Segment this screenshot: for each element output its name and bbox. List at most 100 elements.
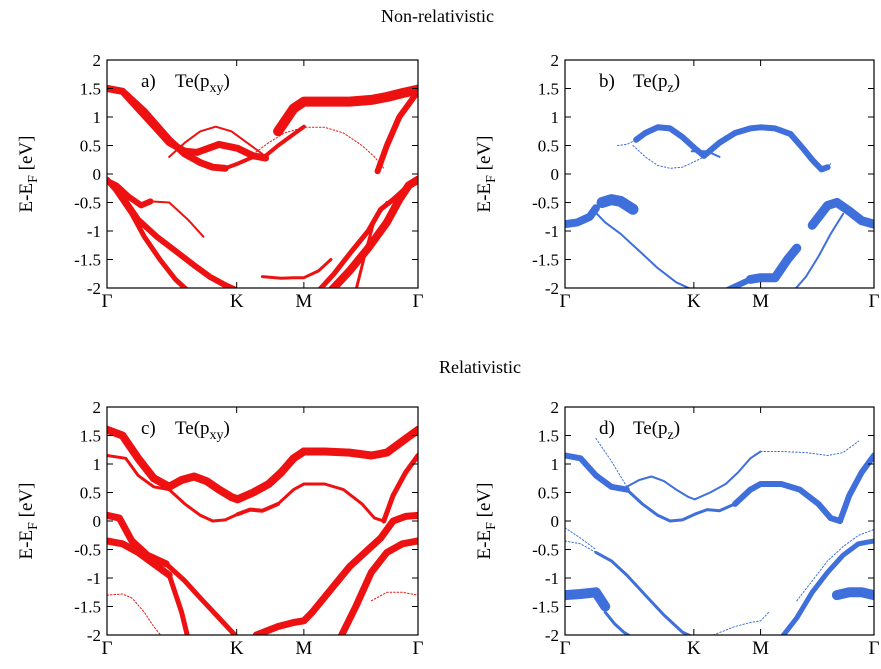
band-line-d-14 bbox=[712, 611, 770, 635]
y-tick-label: -2 bbox=[545, 626, 559, 645]
y-tick-label: -0.5 bbox=[74, 194, 101, 213]
x-tick-label: M bbox=[752, 638, 769, 659]
y-tick-label: -1.5 bbox=[74, 598, 101, 617]
band-line-b-1 bbox=[633, 124, 707, 159]
band-lines bbox=[107, 425, 418, 635]
band-line-d-2 bbox=[693, 450, 762, 501]
y-tick-label: -1.5 bbox=[74, 251, 101, 270]
band-line-a-4 bbox=[168, 125, 264, 158]
band-line-c-7 bbox=[276, 482, 386, 523]
band-line-c-10 bbox=[163, 561, 239, 635]
band-lines bbox=[565, 437, 874, 635]
y-tick-label: -2 bbox=[87, 626, 101, 645]
plot-frame bbox=[564, 59, 875, 289]
y-tick-label: -0.5 bbox=[532, 194, 559, 213]
band-line-d-16 bbox=[796, 529, 874, 602]
x-tick-label: Γ bbox=[413, 291, 424, 312]
band-line-c-13 bbox=[107, 593, 162, 635]
band-line-b-4 bbox=[632, 145, 711, 169]
band-line-a-2 bbox=[107, 85, 201, 156]
y-tick-label: -2 bbox=[87, 279, 101, 298]
y-tick-label: -1.5 bbox=[532, 251, 559, 270]
x-tick-label: M bbox=[752, 291, 769, 312]
y-tick-label: 2 bbox=[93, 398, 102, 417]
orbital-label: Te(pxy) bbox=[175, 71, 230, 96]
panel-d: 21.510.50-0.5-1-1.5-2Γ K M ΓE-EF [eV]d) Te(p… bbox=[474, 398, 880, 659]
band-line-b-7 bbox=[565, 204, 600, 229]
y-tick-label: -1 bbox=[545, 222, 559, 241]
band-line-b-13 bbox=[832, 198, 874, 229]
band-line-a-6 bbox=[273, 84, 418, 137]
section-title-relativistic: Relativistic bbox=[439, 357, 521, 377]
panel-c: 21.510.50-0.5-1-1.5-2Γ K M ΓE-EF [eV]c) Te(p… bbox=[16, 398, 424, 659]
x-tick-label: K bbox=[687, 638, 701, 659]
plot-frame bbox=[564, 406, 875, 636]
band-line-d-7 bbox=[732, 481, 843, 524]
band-line-a-7 bbox=[374, 88, 418, 175]
orbital-label: Te(pz) bbox=[633, 71, 680, 96]
y-tick-label: 0 bbox=[93, 512, 102, 531]
panel-label: a) bbox=[141, 71, 156, 92]
band-line-d-3 bbox=[760, 440, 859, 456]
y-axis-label: E-EF [eV] bbox=[474, 483, 499, 560]
y-tick-label: 0.5 bbox=[538, 484, 559, 503]
band-line-c-12 bbox=[166, 572, 190, 635]
x-tick-label: Γ bbox=[102, 291, 113, 312]
y-tick-label: 2 bbox=[551, 51, 560, 70]
x-tick-label: M bbox=[295, 291, 312, 312]
band-line-d-9 bbox=[565, 540, 597, 553]
orbital-label: Te(pxy) bbox=[175, 418, 230, 443]
band-line-c-16 bbox=[337, 537, 418, 635]
band-line-a-12 bbox=[261, 258, 333, 280]
band-line-c-8 bbox=[381, 453, 418, 524]
x-tick-label: M bbox=[295, 638, 312, 659]
y-tick-label: 0.5 bbox=[538, 137, 559, 156]
x-tick-label: Γ bbox=[102, 638, 113, 659]
y-tick-label: 1.5 bbox=[80, 427, 101, 446]
band-line-d-15 bbox=[780, 538, 874, 635]
panel-label: c) bbox=[141, 418, 156, 439]
band-line-a-3 bbox=[193, 140, 270, 162]
band-line-b-6 bbox=[827, 163, 832, 168]
x-tick-label: Γ bbox=[869, 638, 880, 659]
y-tick-label: -1 bbox=[545, 569, 559, 588]
x-tick-label: K bbox=[687, 291, 701, 312]
band-line-c-11 bbox=[107, 537, 173, 579]
y-tick-label: 1.5 bbox=[80, 80, 101, 99]
band-line-a-9 bbox=[149, 200, 205, 238]
y-tick-label: 1 bbox=[551, 108, 560, 127]
band-line-d-17 bbox=[831, 587, 874, 601]
band-lines bbox=[565, 124, 874, 288]
panel-label: d) bbox=[599, 418, 615, 439]
y-tick-label: 2 bbox=[93, 51, 102, 70]
band-line-b-11 bbox=[724, 276, 754, 288]
band-line-b-3 bbox=[787, 131, 831, 173]
y-tick-label: 0.5 bbox=[80, 484, 101, 503]
x-tick-label: Γ bbox=[413, 638, 424, 659]
band-line-c-0 bbox=[107, 425, 174, 491]
x-tick-label: Γ bbox=[869, 291, 880, 312]
band-line-c-3 bbox=[299, 425, 418, 460]
band-line-c-14 bbox=[252, 608, 316, 635]
band-line-b-12 bbox=[807, 198, 842, 230]
y-axis-label: E-EF [eV] bbox=[16, 483, 41, 560]
band-line-a-5 bbox=[252, 126, 385, 169]
band-line-a-15 bbox=[354, 201, 389, 288]
y-axis-label: E-EF [eV] bbox=[16, 136, 41, 213]
y-tick-label: 1.5 bbox=[538, 80, 559, 99]
band-lines bbox=[107, 84, 418, 288]
y-tick-label: -0.5 bbox=[532, 541, 559, 560]
band-line-c-6 bbox=[235, 501, 281, 517]
y-tick-label: 0 bbox=[551, 165, 560, 184]
y-tick-label: 0 bbox=[93, 165, 102, 184]
band-line-a-11 bbox=[113, 188, 189, 288]
band-line-d-10 bbox=[594, 550, 693, 635]
y-tick-label: -1.5 bbox=[532, 598, 559, 617]
band-line-d-4 bbox=[565, 452, 630, 493]
y-tick-label: 0.5 bbox=[80, 137, 101, 156]
y-tick-label: -0.5 bbox=[74, 541, 101, 560]
y-tick-label: -1 bbox=[87, 222, 101, 241]
y-tick-label: 1 bbox=[93, 455, 102, 474]
y-tick-label: -1 bbox=[87, 569, 101, 588]
